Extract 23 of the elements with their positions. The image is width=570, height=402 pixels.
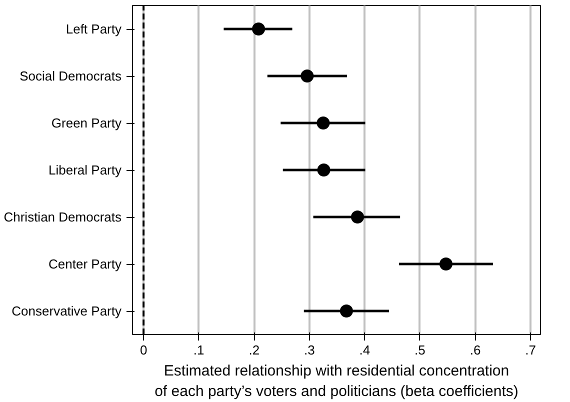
x-tick-label: .1	[193, 342, 204, 358]
point	[351, 210, 364, 224]
x-tick-label: .3	[304, 342, 315, 358]
y-tick-label: Christian Democrats	[4, 210, 122, 224]
point	[317, 164, 330, 176]
x-tick-label: .4	[359, 342, 370, 358]
y-tick-label: Conservative Party	[12, 304, 122, 318]
y-tick-label: Liberal Party	[48, 162, 122, 178]
point	[439, 258, 452, 270]
y-tick-label: Left Party	[66, 22, 122, 36]
point	[316, 116, 330, 130]
x-axis-title: Estimated relationship with residential concentration of each party’s voters and politicians (beta coefficients)	[154, 362, 518, 400]
point	[340, 304, 353, 318]
point	[252, 22, 266, 36]
x-tick-label: .5	[414, 342, 426, 358]
point	[300, 70, 314, 82]
x-tick-label: 0	[140, 342, 148, 358]
x-tick-label: .6	[470, 342, 481, 358]
x-tick-label: .2	[248, 342, 260, 358]
x-tick-label: .7	[525, 342, 536, 358]
y-tick-label: Center Party	[48, 256, 122, 272]
y-tick-label: Green Party	[51, 116, 122, 130]
y-tick-label: Social Democrats	[20, 68, 122, 84]
